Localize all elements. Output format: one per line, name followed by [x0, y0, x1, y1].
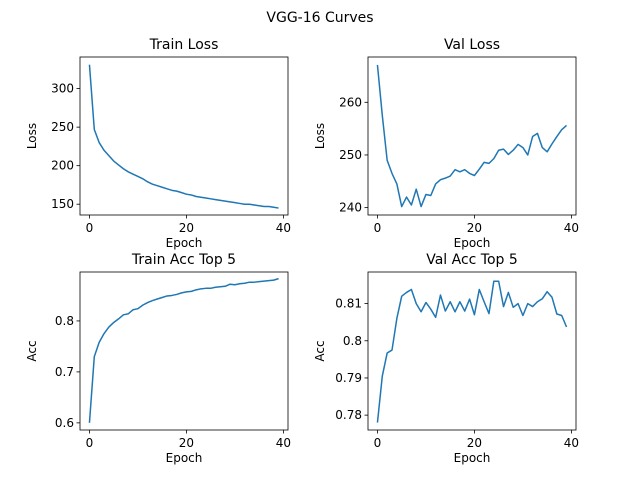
- val-acc-top-5-ytick-label: 0.81: [335, 297, 362, 311]
- train-loss-xlabel: Epoch: [166, 236, 203, 250]
- train-acc-top-5-series-line: [88, 277, 279, 423]
- train-acc-top-5-ytick-label: 0.8: [55, 314, 74, 328]
- train-loss-ytick-label: 200: [51, 159, 74, 173]
- val-acc-top-5-ytick-label: 0.78: [335, 408, 362, 422]
- val-acc-top-5-xtick-label: 0: [374, 436, 382, 450]
- val-acc-top-5-xtick-label: 40: [564, 436, 579, 450]
- val-acc-top-5-panel: Val Acc Top 5 0 20 40 0.78 0.79 0.8 0.81 Epoch Ac…: [313, 252, 579, 465]
- val-loss-xtick-label: 40: [564, 221, 579, 235]
- train-acc-top-5-xtick-label: 40: [276, 436, 291, 450]
- val-loss-ytick-label: 240: [339, 201, 362, 215]
- train-acc-top-5-xtick-label: 20: [179, 436, 194, 450]
- val-loss-xtick-label: 0: [374, 221, 382, 235]
- val-loss-ytick-label: 250: [339, 148, 362, 162]
- val-acc-top-5-series-line: [376, 280, 568, 423]
- train-loss-title: Train Loss: [149, 37, 219, 53]
- val-loss-panel: Val Loss 0 20 40 240 250 260 Epoch Loss: [313, 37, 579, 250]
- val-loss-axes-frame: [367, 56, 577, 216]
- figure-title: VGG-16 Curves: [266, 10, 373, 26]
- val-acc-top-5-xlabel: Epoch: [454, 451, 491, 465]
- val-loss-series-line: [376, 64, 568, 208]
- val-loss-xlabel: Epoch: [454, 236, 491, 250]
- train-loss-xtick-label: 20: [179, 221, 194, 235]
- train-loss-ylabel: Loss: [25, 123, 39, 149]
- val-acc-top-5-xtick-label: 20: [467, 436, 482, 450]
- train-acc-top-5-ylabel: Acc: [25, 340, 39, 361]
- train-acc-top-5-xlabel: Epoch: [166, 451, 203, 465]
- val-acc-top-5-ylabel: Acc: [313, 340, 327, 361]
- train-acc-top-5-xtick-label: 0: [86, 436, 94, 450]
- train-acc-top-5-title: Train Acc Top 5: [131, 252, 236, 268]
- train-loss-xtick-label: 0: [86, 221, 94, 235]
- train-loss-ytick-label: 250: [51, 120, 74, 134]
- train-loss-ytick-label: 150: [51, 197, 74, 211]
- train-loss-axes-frame: [79, 56, 289, 216]
- val-acc-top-5-title: Val Acc Top 5: [426, 252, 518, 268]
- train-loss-xtick-label: 40: [276, 221, 291, 235]
- train-acc-top-5-axes-frame: [79, 271, 289, 431]
- train-loss-series-line: [88, 64, 279, 209]
- val-loss-ytick-label: 260: [339, 95, 362, 109]
- val-loss-xtick-label: 20: [467, 221, 482, 235]
- val-acc-top-5-ytick-label: 0.8: [343, 334, 362, 348]
- val-acc-top-5-ytick-label: 0.79: [335, 371, 362, 385]
- train-acc-top-5-panel: Train Acc Top 5 0 20 40 0.6 0.7 0.8 Epoch Acc: [25, 252, 291, 465]
- val-acc-top-5-axes-frame: [367, 271, 577, 431]
- train-acc-top-5-ytick-label: 0.7: [55, 365, 74, 379]
- val-loss-ylabel: Loss: [313, 123, 327, 149]
- val-loss-title: Val Loss: [444, 37, 500, 53]
- train-acc-top-5-ytick-label: 0.6: [55, 416, 74, 430]
- train-loss-ytick-label: 300: [51, 82, 74, 96]
- train-loss-panel: Train Loss 0 20 40 150 200 250 300 Epoch Loss: [25, 37, 291, 250]
